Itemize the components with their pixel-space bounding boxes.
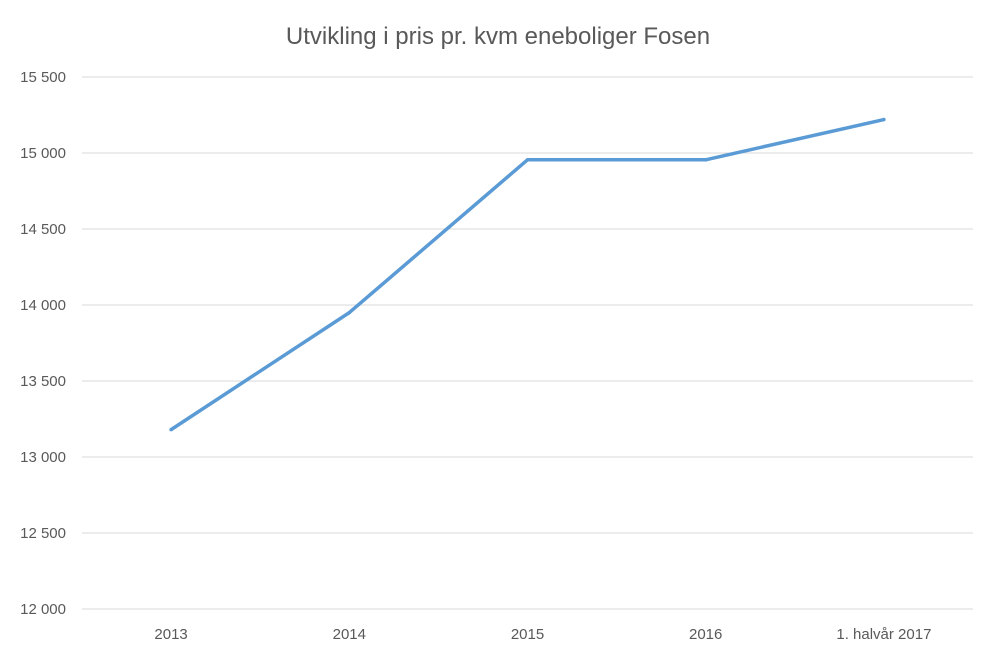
y-tick-label: 14 000 xyxy=(20,297,66,314)
y-tick-label: 15 000 xyxy=(20,145,66,162)
x-tick-label: 1. halvår 2017 xyxy=(836,626,931,643)
gridlines xyxy=(82,76,973,610)
x-tick-label: 2015 xyxy=(511,626,544,643)
data-point xyxy=(347,310,352,315)
y-tick-label: 15 500 xyxy=(20,69,66,86)
data-point xyxy=(703,158,708,162)
x-tick-label: 2016 xyxy=(689,626,722,643)
y-tick-label: 13 000 xyxy=(20,449,66,466)
data-point xyxy=(882,117,886,122)
y-tick-label: 12 500 xyxy=(20,525,66,542)
data-point xyxy=(169,427,173,432)
y-tick-label: 14 500 xyxy=(20,221,66,238)
data-point xyxy=(525,158,530,162)
x-tick-label: 2014 xyxy=(333,626,366,643)
y-tick-label: 13 500 xyxy=(20,373,66,390)
y-axis-tick-labels: 12 000 12 500 13 000 13 500 14 000 14 500 15 0… xyxy=(20,69,66,618)
x-tick-label: 2013 xyxy=(154,626,187,643)
chart-title: Utvikling i pris pr. kvm eneboliger Fose… xyxy=(286,23,710,50)
series-lines xyxy=(169,117,886,432)
series-line xyxy=(170,117,885,432)
y-tick-label: 12 000 xyxy=(20,601,66,618)
x-axis-tick-labels: 2013 2014 2015 2016 1. halvår 2017 xyxy=(154,626,931,643)
